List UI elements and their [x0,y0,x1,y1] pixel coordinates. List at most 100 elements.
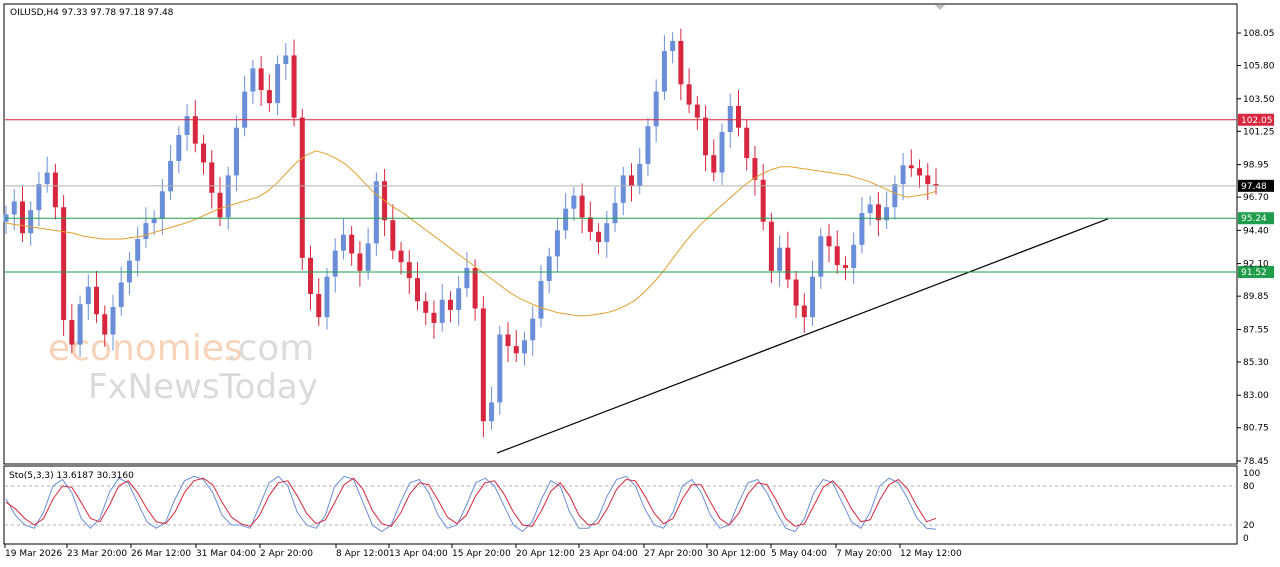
time-tick-label: 13 Apr 04:00 [389,549,448,559]
price-tick-label: 78.45 [1243,457,1269,467]
candle-body [456,288,462,310]
stochastic-label: Sto(5,3,3) 13.6187 30.3160 [9,471,134,481]
candle-body [596,231,602,242]
stochastic-signal-line [5,477,937,527]
candle-body [159,191,165,219]
time-tick-label: 12 May 12:00 [900,549,962,559]
candle-body [480,308,486,422]
candle-body [423,301,429,313]
candle-body [505,334,511,347]
candle-body [859,213,865,245]
candle-body [184,116,190,135]
candle-body [851,244,857,268]
candle-body [250,68,256,92]
candle-body [892,184,898,208]
time-tick-label: 19 Mar 2026 [5,549,62,559]
candle-body [77,304,83,345]
candle-body [242,91,248,128]
candle-body [917,168,923,176]
time-tick-label: 20 Apr 12:00 [516,549,575,559]
candle-body [933,184,939,186]
candle-body [744,127,750,159]
candle-body [472,267,478,309]
candle-body [373,181,379,244]
candle-body [670,40,676,52]
candle-body [842,265,848,268]
candle-body [324,276,330,318]
candle-body [135,239,141,261]
level-tag-label: 91.52 [1241,268,1267,278]
candle-body [925,175,931,185]
time-tick-label: 5 May 04:00 [771,549,827,559]
time-tick-label: 15 Apr 20:00 [452,549,511,559]
candle-body [587,217,593,232]
candle-body [735,106,741,128]
candle-body [785,247,791,280]
candle-body [464,267,470,289]
candle-body [694,104,700,118]
candle-body [283,55,289,65]
candle-body [900,165,906,185]
time-tick-label: 23 Mar 20:00 [67,549,127,559]
candle-body [52,172,58,208]
stochastic-main-line [5,475,937,533]
candle-body [332,250,338,277]
candle-body [233,127,239,176]
candle-body [192,116,198,144]
candle-body [69,320,75,345]
candle-body [793,279,799,306]
candle-body [489,402,495,422]
price-tick-label: 96.70 [1243,193,1269,203]
candle-body [110,307,116,335]
time-tick-label: 8 Apr 12:00 [336,549,389,559]
candle-body [637,163,643,186]
time-tick-label: 31 Mar 04:00 [196,549,256,559]
candle-body [340,234,346,251]
candle-body [36,184,42,211]
price-axis: 108.05 105.80 103.50 101.25 98.95 96.70 94.40 9… [1237,29,1275,467]
candle-body [291,55,297,118]
price-tick-label: 108.05 [1243,29,1275,39]
candle-body [711,155,717,173]
candle-body [768,221,774,271]
stochastic-level-label: 80 [1243,482,1255,492]
candle-body [225,175,231,218]
candle-body [875,204,881,221]
candle-body [316,293,322,318]
candle-body [908,165,914,169]
candle-body [151,218,157,224]
candle-body [258,68,264,91]
candle-body [168,160,174,192]
stochastic-level-label: 0 [1243,534,1249,544]
level-tag-label: 102.05 [1241,116,1273,126]
candle-body [266,90,272,104]
moving-average-line [5,150,937,317]
main-chart-layer [3,28,1109,454]
candle-body [645,126,651,164]
candle-body [612,202,618,224]
candle-body [620,175,626,203]
candle-body [209,162,215,193]
price-tick-label: 105.80 [1243,62,1275,72]
candle-body [94,286,100,315]
stochastic-level-label: 100 [1243,469,1260,479]
stochastic-level-label: 20 [1243,521,1255,531]
level-tag [1238,179,1274,192]
level-tag-label: 95.24 [1241,214,1267,224]
candle-body [719,132,725,173]
price-tick-label: 85.30 [1243,358,1269,368]
time-tick-label: 2 Apr 20:00 [260,549,313,559]
candle-body [19,201,25,234]
level-tag [1238,212,1274,225]
watermark: economies .com FxNewsToday [48,328,318,407]
candle-body [867,204,873,214]
price-tick-label: 89.85 [1243,292,1269,302]
candle-body [299,117,305,258]
candle-body [777,247,783,271]
stochastic-layer: 100 80 20 0 [5,469,1260,544]
candle-body [431,312,437,323]
candle-body [349,234,355,254]
candle-body [390,220,396,251]
symbol-header: OILUSD,H4 97.33 97.78 97.18 97.48 [10,8,174,18]
